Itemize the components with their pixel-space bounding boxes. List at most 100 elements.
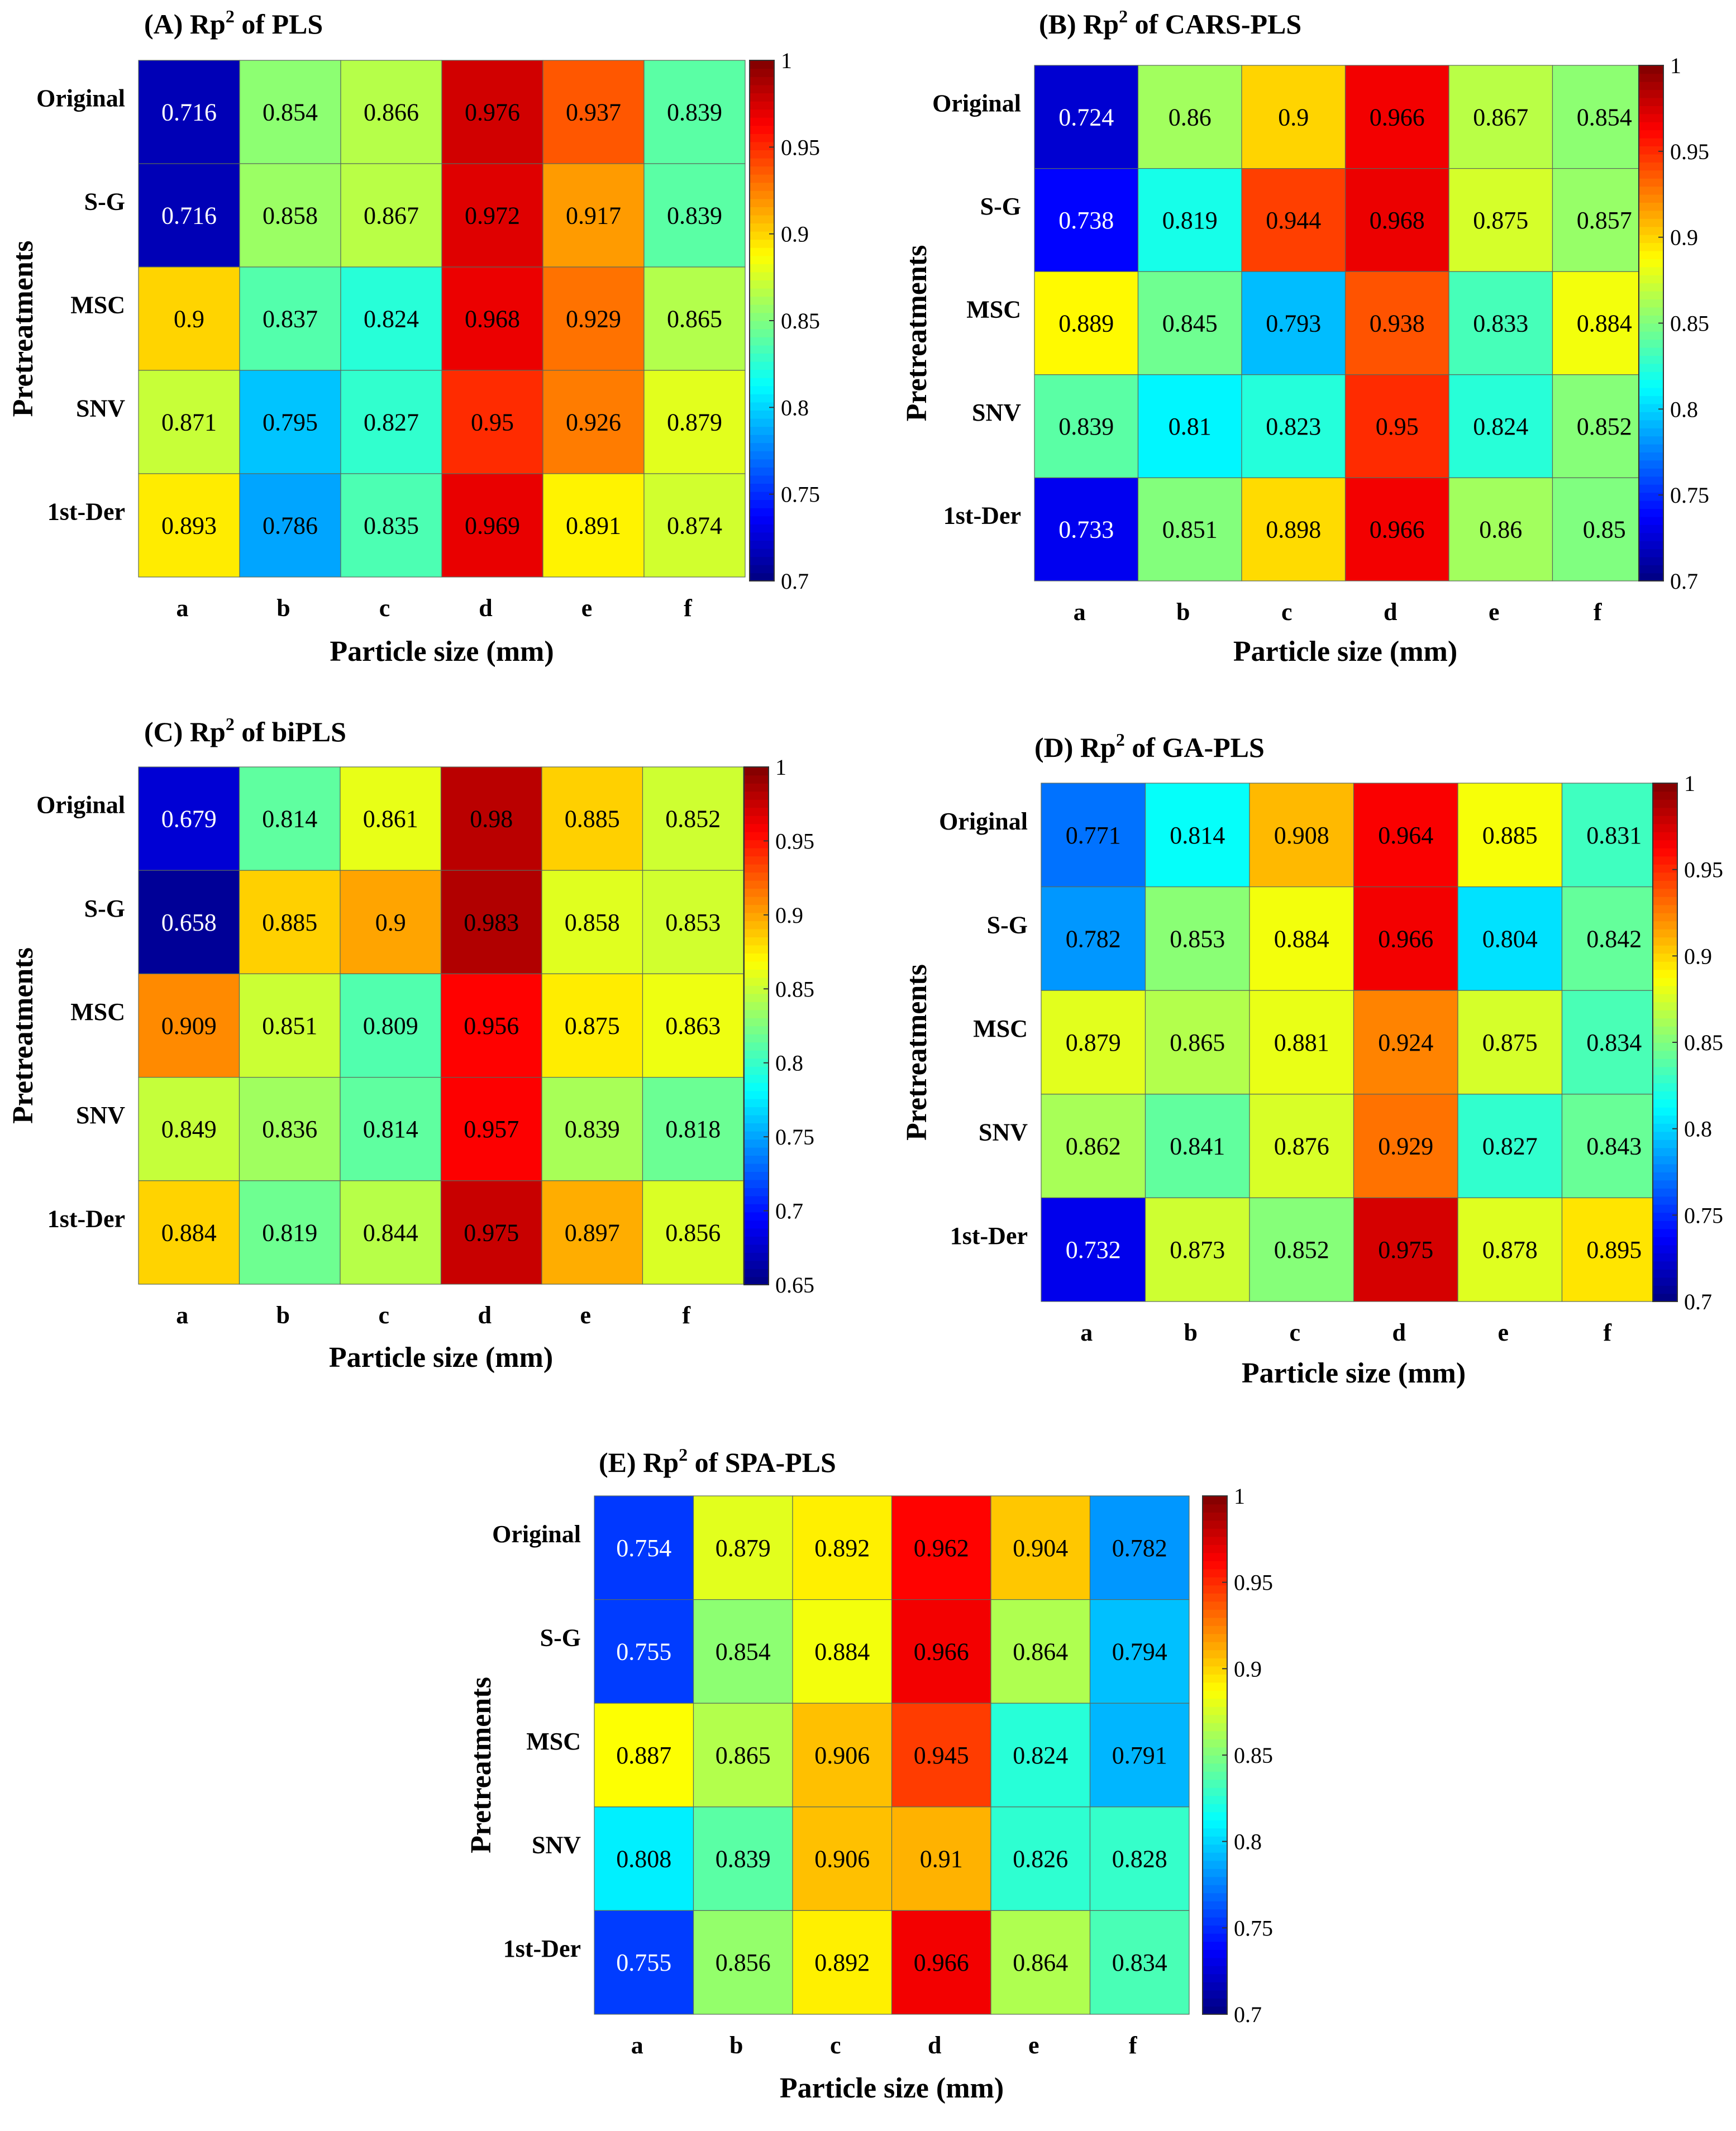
colorbar-segment — [744, 767, 769, 776]
colorbar-segment — [744, 1188, 769, 1196]
colorbar-segment — [1653, 1140, 1677, 1148]
colorbar-segment — [1639, 379, 1663, 388]
cell-value-label: 0.795 — [263, 409, 318, 436]
colorbar-segment — [1639, 146, 1663, 155]
colorbar-segment — [1639, 130, 1663, 139]
colorbar-segment — [1203, 1739, 1227, 1748]
y-axis-label: Pretreatments — [901, 964, 933, 1141]
y-tick-label: Original — [36, 792, 125, 819]
colorbar-tick-label: 0.95 — [1684, 857, 1723, 883]
colorbar-segment — [744, 1002, 769, 1010]
heatmap-cell — [138, 473, 240, 578]
heatmap-cell — [440, 1180, 542, 1285]
colorbar-segment — [750, 182, 774, 191]
colorbar-segment — [1203, 1860, 1227, 1869]
cell-value-label: 0.904 — [1013, 1534, 1068, 1562]
colorbar-segment — [744, 977, 769, 986]
heatmap-cell — [1249, 1094, 1355, 1199]
x-tick-label: e — [1489, 598, 1500, 626]
cell-value-label: 0.836 — [262, 1115, 317, 1143]
colorbar-segment — [1653, 921, 1677, 929]
colorbar-segment — [1639, 97, 1663, 106]
colorbar-segment — [744, 1131, 769, 1140]
colorbar-segment — [750, 280, 774, 289]
cell-value-label: 0.9 — [375, 909, 406, 936]
colorbar-segment — [750, 174, 774, 183]
colorbar-tick-label: 1 — [1234, 1484, 1245, 1509]
colorbar-segment — [750, 377, 774, 387]
colorbar-segment — [1653, 904, 1677, 913]
cell-value-label: 0.865 — [1170, 1029, 1225, 1056]
colorbar-segment — [750, 499, 774, 508]
colorbar-segment — [1203, 1674, 1227, 1683]
x-tick-label: d — [478, 1302, 492, 1329]
colorbar-segment — [1653, 832, 1677, 841]
cell-value-label: 0.843 — [1586, 1133, 1642, 1160]
colorbar-segment — [750, 190, 774, 199]
cell-value-label: 0.854 — [263, 99, 318, 126]
colorbar-segment — [1639, 202, 1663, 211]
cell-value-label: 0.975 — [464, 1219, 519, 1246]
heatmap-cell — [541, 870, 643, 974]
colorbar-segment — [1203, 1771, 1227, 1780]
colorbar-tick-label: 0.7 — [775, 1199, 803, 1224]
heatmap-cell — [441, 266, 543, 371]
colorbar-segment — [1653, 1075, 1677, 1084]
colorbar-segment — [750, 394, 774, 403]
colorbar-segment — [1639, 565, 1663, 574]
cell-value-label: 0.791 — [1112, 1742, 1167, 1769]
colorbar-segment — [1203, 1998, 1227, 2007]
cell-value-label: 0.826 — [1013, 1846, 1068, 1873]
cell-value-label: 0.809 — [363, 1012, 418, 1040]
colorbar-segment — [1639, 492, 1663, 501]
colorbar-segment — [1639, 508, 1663, 517]
cell-value-label: 0.824 — [1473, 413, 1528, 440]
colorbar-segment — [744, 1220, 769, 1229]
colorbar-segment — [1653, 1228, 1677, 1237]
colorbar-segment — [1203, 1682, 1227, 1691]
colorbar-segment — [1203, 1941, 1227, 1950]
heatmap-cell — [138, 973, 240, 1078]
cell-value-label: 0.889 — [1058, 310, 1114, 337]
heatmap-cell — [891, 1910, 991, 2015]
colorbar-segment — [1653, 799, 1677, 808]
cell-value-label: 0.962 — [914, 1534, 969, 1562]
cell-value-label: 0.885 — [1482, 822, 1538, 849]
colorbar-segment — [1653, 1147, 1677, 1156]
y-tick-label: 1st-Der — [503, 1935, 581, 1962]
cell-value-label: 0.86 — [1169, 103, 1212, 131]
colorbar-segment — [750, 304, 774, 313]
heatmap-cell — [990, 1806, 1091, 1911]
colorbar-segment — [744, 775, 769, 784]
colorbar-segment — [744, 1066, 769, 1075]
colorbar-segment — [1639, 516, 1663, 525]
colorbar-segment — [750, 247, 774, 256]
colorbar-tick-label: 0.9 — [775, 903, 803, 928]
colorbar-segment — [750, 231, 774, 240]
heatmap-cell — [239, 1076, 341, 1181]
colorbar-segment — [750, 93, 774, 102]
cell-value-label: 0.884 — [1274, 925, 1329, 952]
colorbar-segment — [1203, 1836, 1227, 1845]
colorbar-segment — [744, 1179, 769, 1188]
colorbar-segment — [750, 564, 774, 574]
panel-title: (C) Rp2 of biPLS — [144, 714, 346, 747]
colorbar-segment — [1203, 1714, 1227, 1723]
cell-value-label: 0.887 — [616, 1742, 671, 1769]
colorbar-segment — [1639, 549, 1663, 557]
x-axis-label: Particle size (mm) — [330, 636, 554, 668]
heatmap-cell — [1144, 990, 1250, 1095]
colorbar-segment — [1653, 848, 1677, 857]
heatmap-cell — [138, 870, 240, 974]
colorbar-segment — [744, 969, 769, 978]
colorbar-tick-label: 0.85 — [1670, 311, 1709, 336]
x-tick-label: c — [378, 1302, 389, 1329]
heatmap-cell — [1137, 374, 1242, 478]
heatmap-cell — [1089, 1703, 1190, 1808]
colorbar-segment — [750, 312, 774, 321]
heatmap-cell — [542, 266, 645, 371]
y-tick-label: 1st-Der — [943, 502, 1021, 530]
cell-value-label: 0.91 — [920, 1846, 963, 1873]
colorbar-tick-label: 0.75 — [781, 482, 820, 507]
colorbar-segment — [1203, 1933, 1227, 1942]
